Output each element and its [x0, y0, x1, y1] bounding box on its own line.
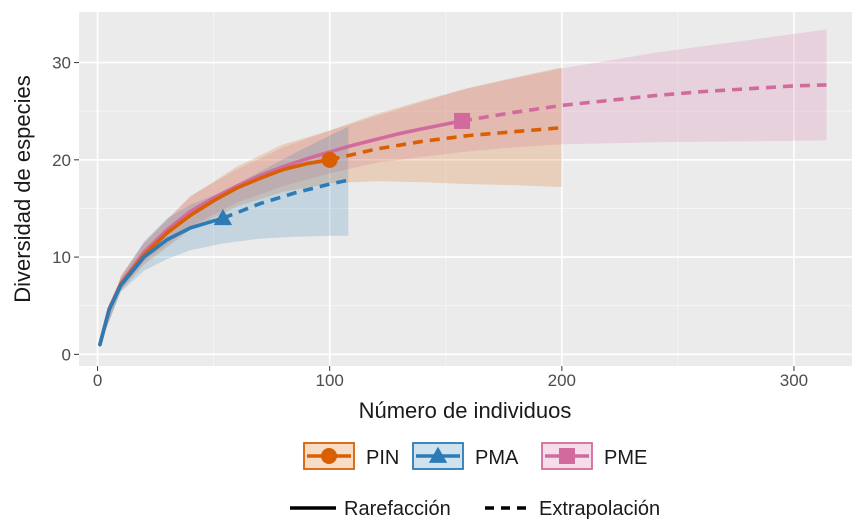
legend-label-pme: PME: [604, 447, 647, 469]
observed-markers: [213, 112, 471, 226]
y-axis-title: Diversidad de especies: [10, 75, 35, 302]
legend-marker-pin: [321, 448, 337, 464]
legend-series: PIN PMA PME: [303, 442, 647, 470]
observed-point-pma: [213, 208, 233, 226]
y-tick-label: 0: [62, 345, 71, 364]
ci-band-pin: [99, 67, 562, 345]
observed-point-pme: [454, 112, 471, 129]
legend-linetype-label: Rarefacción: [344, 498, 451, 520]
y-tick-label: 20: [52, 151, 71, 170]
axis-ticks: 0 100 200 300 0 10 20 30: [52, 54, 808, 390]
confidence-ribbons: [99, 29, 827, 345]
extrapolation-line-pma: [222, 178, 349, 220]
y-tick-label: 30: [52, 54, 71, 73]
x-axis-title: Número de individuos: [359, 398, 572, 423]
x-tick-label: 0: [93, 371, 102, 390]
x-tick-label: 300: [780, 371, 808, 390]
legend-marker-pma: [428, 446, 448, 463]
observed-point-pin: [321, 151, 338, 168]
legend-linetype-label: Extrapolación: [539, 498, 660, 520]
ci-band-pma: [99, 126, 349, 345]
x-tick-label: 100: [316, 371, 344, 390]
legend-marker-pme: [559, 448, 575, 464]
ci-band-pme: [99, 29, 827, 345]
extrapolation-line-pme: [461, 83, 827, 123]
series-lines: [98, 83, 827, 347]
legend-label-pin: PIN: [366, 447, 399, 469]
legend-label-pma: PMA: [475, 447, 519, 469]
rarefaction-line-pma: [98, 216, 225, 347]
extrapolation-line-pin: [329, 125, 562, 162]
y-tick-label: 10: [52, 248, 71, 267]
panel-background: [79, 12, 852, 366]
legend-linetype: Rarefacción Extrapolación: [290, 498, 660, 520]
grid: [79, 12, 852, 366]
x-tick-label: 200: [548, 371, 576, 390]
